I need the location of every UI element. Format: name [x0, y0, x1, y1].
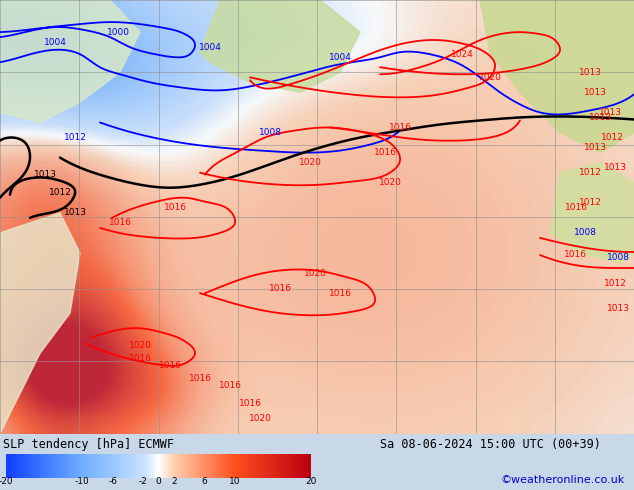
Text: 1016: 1016 — [158, 361, 181, 370]
Text: 1008: 1008 — [259, 128, 281, 137]
Polygon shape — [0, 0, 140, 122]
Text: ©weatheronline.co.uk: ©weatheronline.co.uk — [500, 475, 624, 486]
Text: 1020: 1020 — [378, 178, 401, 187]
Text: 1013: 1013 — [598, 108, 621, 117]
Text: 1020: 1020 — [299, 158, 321, 167]
Polygon shape — [200, 0, 360, 92]
Text: 20: 20 — [305, 477, 316, 486]
Text: 1012: 1012 — [600, 133, 623, 142]
Text: 1020: 1020 — [249, 414, 271, 423]
Text: 1013: 1013 — [63, 208, 86, 217]
Text: 1020: 1020 — [129, 341, 152, 350]
Text: 1020: 1020 — [304, 269, 327, 277]
Polygon shape — [0, 213, 80, 434]
Text: 1013: 1013 — [583, 143, 607, 152]
Text: 1016: 1016 — [269, 284, 292, 293]
Text: 1013: 1013 — [604, 163, 626, 172]
Text: 1012: 1012 — [579, 198, 602, 207]
Text: 1013: 1013 — [583, 88, 607, 97]
Text: 1016: 1016 — [373, 148, 396, 157]
Text: 1012: 1012 — [49, 188, 72, 197]
Text: 1016: 1016 — [219, 381, 242, 390]
Text: SLP tendency [hPa] ECMWF: SLP tendency [hPa] ECMWF — [3, 438, 174, 451]
Text: 1024: 1024 — [451, 49, 474, 59]
Bar — [120, 0, 520, 434]
Text: 1016: 1016 — [389, 123, 411, 132]
Text: 1016: 1016 — [108, 219, 131, 227]
Text: 1016: 1016 — [188, 374, 212, 383]
Text: 1012: 1012 — [604, 279, 626, 288]
Text: 1004: 1004 — [198, 43, 221, 51]
Text: 10: 10 — [229, 477, 240, 486]
Polygon shape — [550, 163, 634, 263]
Text: 1000: 1000 — [107, 27, 129, 37]
Text: 1008: 1008 — [574, 228, 597, 237]
Text: 1016: 1016 — [564, 250, 586, 260]
Text: 2: 2 — [171, 477, 176, 486]
Text: Sa 08-06-2024 15:00 UTC (00+39): Sa 08-06-2024 15:00 UTC (00+39) — [380, 438, 601, 451]
Text: 1013: 1013 — [578, 68, 602, 77]
Text: -20: -20 — [0, 477, 14, 486]
Text: 1008: 1008 — [607, 253, 630, 263]
Text: 1012: 1012 — [63, 133, 86, 142]
Text: 0: 0 — [155, 477, 162, 486]
Text: 1013: 1013 — [588, 113, 612, 122]
Polygon shape — [480, 0, 634, 152]
Text: 1020: 1020 — [479, 73, 501, 82]
Text: 1004: 1004 — [44, 38, 67, 47]
Text: 1012: 1012 — [579, 168, 602, 177]
Text: 1016: 1016 — [238, 399, 261, 408]
Text: 1016: 1016 — [328, 289, 351, 297]
Text: 1013: 1013 — [34, 170, 56, 179]
Text: 1013: 1013 — [607, 304, 630, 313]
Text: 6: 6 — [201, 477, 207, 486]
Text: -10: -10 — [75, 477, 90, 486]
Text: 1016: 1016 — [129, 354, 152, 363]
Text: -2: -2 — [139, 477, 148, 486]
Text: 1016: 1016 — [164, 203, 186, 212]
Text: 1004: 1004 — [328, 53, 351, 62]
Text: 1016: 1016 — [564, 203, 588, 212]
Text: -6: -6 — [108, 477, 117, 486]
